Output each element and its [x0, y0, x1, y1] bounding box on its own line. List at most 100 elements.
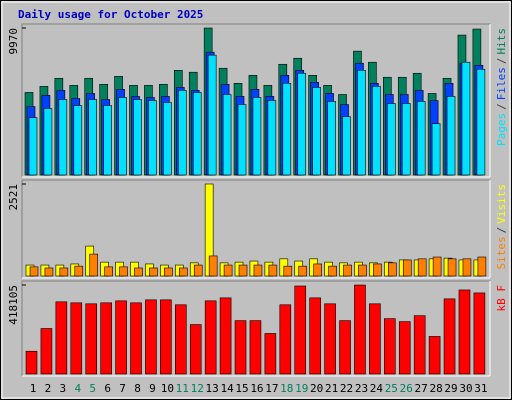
x-tick-label: 2	[45, 382, 52, 395]
x-tick-label: 20	[310, 382, 323, 395]
bar	[29, 266, 39, 277]
legend-entry: Pages	[495, 113, 508, 146]
x-tick-label: 28	[429, 382, 442, 395]
bar	[252, 97, 262, 176]
bar	[446, 96, 456, 176]
bar	[192, 92, 202, 176]
bar	[88, 99, 98, 176]
bar	[149, 267, 158, 277]
bar	[148, 100, 157, 176]
bar	[476, 68, 486, 176]
bar	[58, 99, 68, 176]
bar	[119, 266, 128, 277]
x-tick-label: 31	[474, 382, 487, 395]
bar	[238, 264, 248, 277]
bar	[313, 263, 322, 277]
bar	[130, 302, 142, 375]
bar	[327, 101, 336, 176]
bar	[43, 108, 53, 176]
bar	[59, 267, 69, 277]
bar	[219, 297, 232, 375]
bar	[103, 105, 112, 176]
bar	[134, 267, 143, 277]
bar	[223, 264, 233, 277]
x-tick-label: 13	[206, 382, 219, 395]
bar	[279, 304, 292, 375]
bar	[477, 256, 487, 277]
bar	[387, 103, 396, 176]
chart-title: Daily usage for October 2025	[18, 8, 203, 21]
bar	[208, 255, 218, 277]
legend-separator: /	[495, 58, 508, 65]
x-tick-label: 12	[191, 382, 204, 395]
bar	[283, 265, 293, 277]
bar	[343, 264, 352, 277]
bar	[133, 99, 142, 176]
bar	[416, 101, 426, 176]
x-tick-label: 11	[176, 382, 189, 395]
bar	[204, 300, 217, 375]
bar	[413, 315, 426, 375]
bar	[74, 265, 84, 277]
bar	[118, 97, 127, 176]
x-tick-label: 15	[235, 382, 248, 395]
bar	[461, 61, 471, 176]
x-tick-label: 4	[74, 382, 81, 395]
bar	[179, 267, 188, 277]
bar	[73, 105, 83, 176]
bar	[160, 299, 172, 375]
bar	[145, 299, 157, 375]
legend-entry: Files	[495, 67, 508, 100]
bar	[473, 292, 486, 375]
legend-entry: Sites	[495, 236, 508, 269]
bar	[324, 303, 336, 375]
bar	[175, 304, 187, 375]
x-tick-label: 3	[60, 382, 67, 395]
bar	[369, 303, 381, 375]
bar	[443, 298, 456, 375]
bar	[428, 336, 441, 375]
bar	[253, 264, 263, 277]
bar	[207, 54, 217, 176]
bar	[55, 301, 68, 375]
bar	[189, 324, 202, 375]
bar	[297, 72, 307, 176]
x-tick-label: 8	[134, 382, 141, 395]
x-tick-label: 19	[295, 382, 308, 395]
bar	[44, 267, 54, 277]
x-tick-label: 23	[355, 382, 368, 395]
legend-separator: /	[495, 227, 508, 234]
bar	[401, 103, 411, 176]
bar	[309, 297, 321, 375]
y-tick-label: 418105	[7, 285, 20, 325]
bar	[417, 258, 427, 277]
bar	[264, 333, 277, 375]
x-tick-label: 29	[444, 382, 457, 395]
x-tick-label: 26	[400, 382, 413, 395]
bar	[222, 94, 232, 176]
x-tick-label: 10	[161, 382, 174, 395]
bar	[237, 104, 247, 176]
legend-entry: kB F	[495, 285, 508, 312]
bar	[234, 320, 247, 375]
bar	[163, 102, 172, 176]
bar	[282, 82, 292, 176]
x-tick-label: 6	[104, 382, 111, 395]
bar	[388, 262, 397, 277]
bar	[115, 300, 127, 375]
bar	[431, 123, 441, 176]
bar	[25, 350, 38, 375]
bar	[432, 256, 442, 277]
x-tick-label: 9	[149, 382, 156, 395]
x-tick-label: 30	[459, 382, 472, 395]
x-tick-label: 27	[415, 382, 428, 395]
bar	[104, 266, 113, 277]
bar	[339, 320, 351, 375]
x-tick-label: 1	[30, 382, 37, 395]
bar	[354, 284, 366, 375]
legend: kB F	[495, 285, 508, 312]
bar	[372, 86, 381, 176]
bar	[357, 70, 366, 176]
bar	[298, 265, 308, 277]
